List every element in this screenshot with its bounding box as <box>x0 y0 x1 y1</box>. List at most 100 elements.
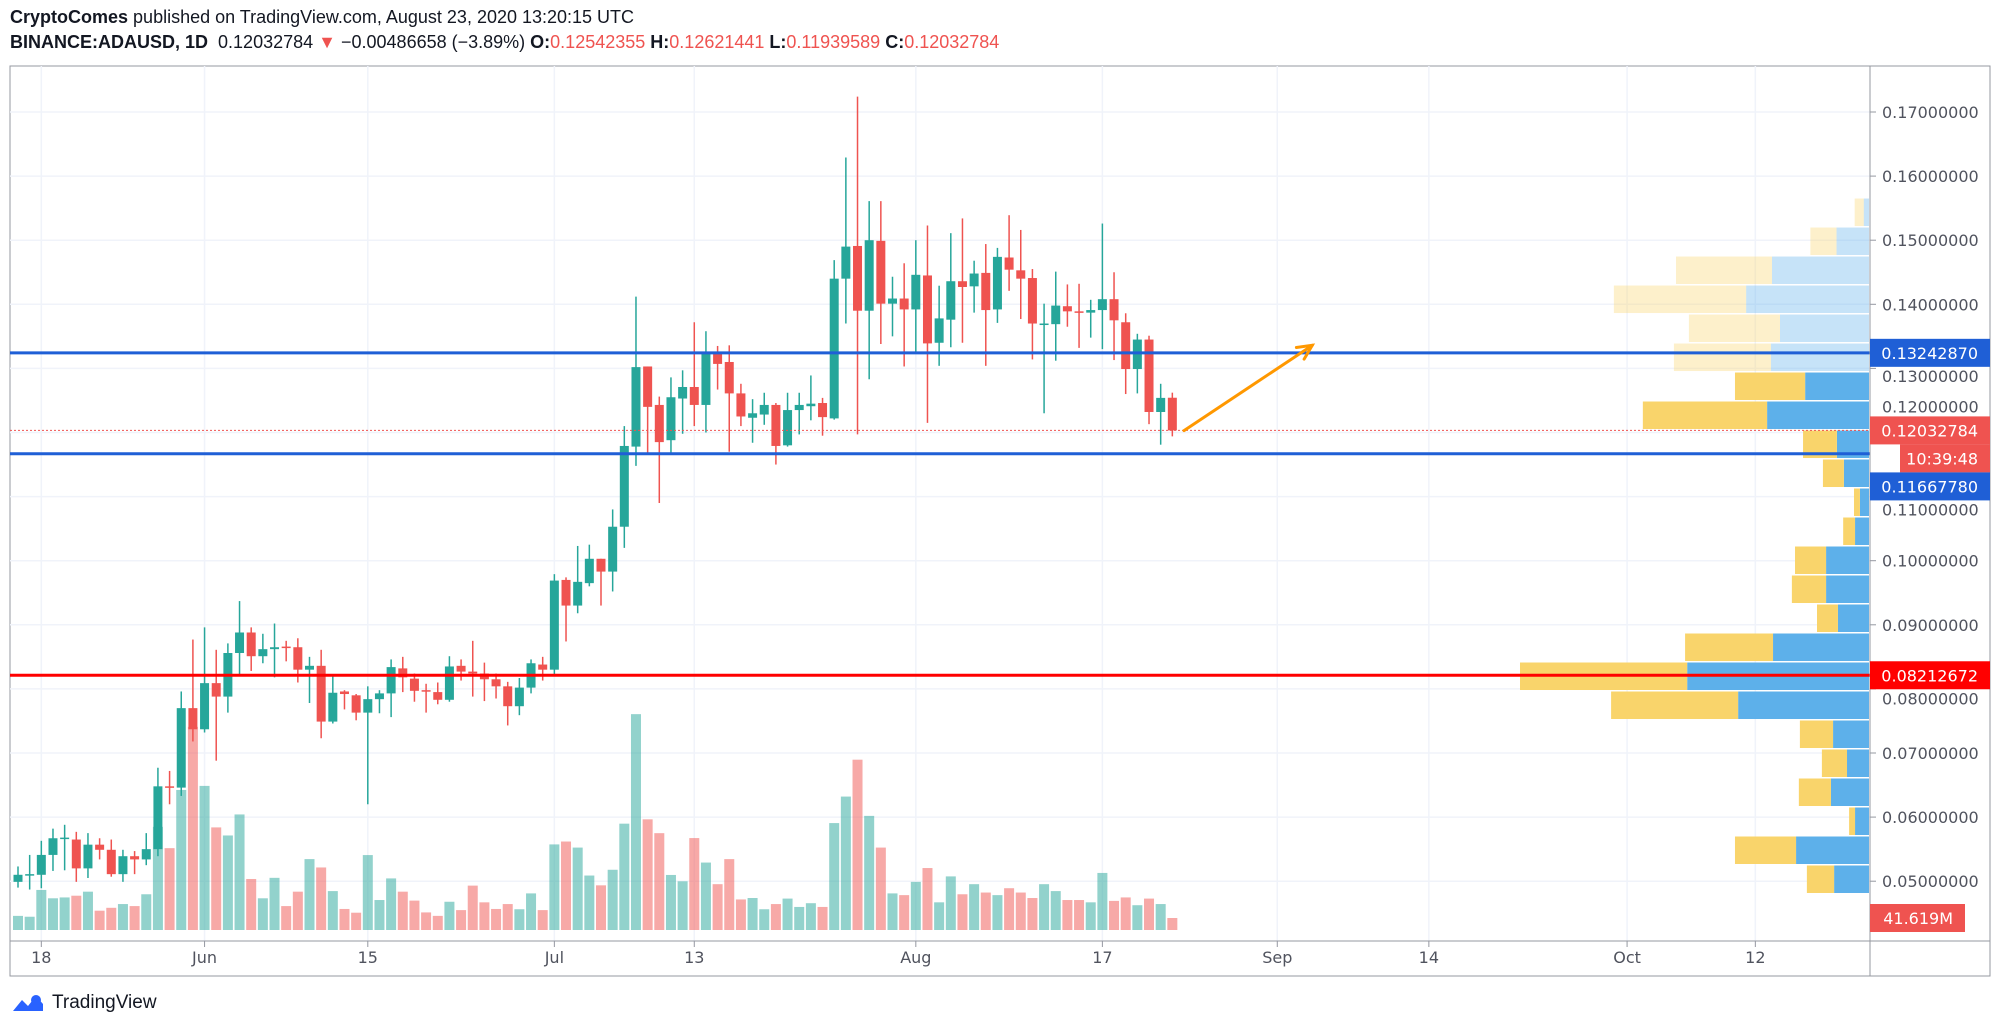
volume-bar <box>316 867 327 930</box>
volume-bar <box>222 835 233 930</box>
volume-profile-up-bar <box>1863 198 1869 227</box>
publish-info: CryptoComes published on TradingView.com… <box>10 7 634 28</box>
author[interactable]: CryptoComes <box>10 7 129 27</box>
candle-body <box>841 246 851 279</box>
volume-bar <box>677 881 688 930</box>
volume-bar <box>735 899 746 930</box>
volume-profile-down-bar <box>1734 372 1806 401</box>
volume-bar <box>630 714 641 930</box>
candle-body <box>853 245 863 311</box>
candle-body <box>806 403 816 407</box>
candle-body <box>748 413 758 418</box>
volume-profile-down-bar <box>1853 488 1860 517</box>
candle-body <box>153 786 163 850</box>
volume-bar <box>141 894 152 930</box>
volume-profile-up-bar <box>1855 807 1869 835</box>
volume-profile-up-bar <box>1805 372 1869 401</box>
candle-body <box>281 646 291 649</box>
candle-body <box>60 837 70 840</box>
price-tick-label: 0.08000000 <box>1882 689 1979 708</box>
price-badges: 0.13242870 0.12032784 10:39:48 0.11667780 0.… <box>1870 338 1990 932</box>
volume-bar <box>94 910 105 930</box>
volume-bar <box>1027 898 1038 930</box>
volume-bar <box>1167 918 1178 930</box>
volume-profile-up-bar <box>1833 720 1869 749</box>
volume-profile-up-bar <box>1767 401 1869 430</box>
candle-body <box>1051 305 1061 325</box>
volume-profile-down-bar <box>1795 546 1827 575</box>
symbol[interactable]: BINANCE:ADAUSD, 1D <box>10 32 209 52</box>
volume-bar <box>467 885 478 930</box>
price-badge <box>1870 416 1990 445</box>
candle-body <box>689 386 699 405</box>
volume-profile-up-bar <box>1746 285 1869 314</box>
volume-profile-up-bar <box>1796 836 1869 864</box>
volume-bar <box>456 910 467 930</box>
candle-body <box>1144 339 1154 412</box>
volume-profile-down-bar <box>1821 749 1848 777</box>
candle-body <box>794 404 804 411</box>
price-badge <box>1870 472 1990 501</box>
volume-profile-up-bar <box>1770 343 1869 372</box>
candle-body <box>421 690 431 692</box>
volume-bar <box>665 874 676 930</box>
volume-bar <box>409 900 420 930</box>
candle-body <box>922 275 932 344</box>
volume-bar <box>747 898 758 930</box>
candle-body <box>701 352 711 405</box>
trend-arrow[interactable] <box>1182 343 1316 433</box>
levels[interactable] <box>10 351 1870 677</box>
volume-bar <box>572 847 583 930</box>
arrow-line <box>1182 343 1314 433</box>
volume-bar <box>1039 884 1050 930</box>
volume-bar <box>82 891 93 930</box>
candle-body <box>596 558 606 572</box>
price-chart[interactable]: 0.05000000 0.06000000 0.07000000 0.08000000… <box>0 0 2000 990</box>
volume-bar <box>1109 900 1120 930</box>
volume-bar <box>887 893 898 930</box>
candle-body <box>444 666 454 700</box>
candle-body <box>818 403 828 418</box>
volume-bar <box>596 885 606 930</box>
candle-body <box>491 679 501 687</box>
price-tick-label: 0.12000000 <box>1882 397 1979 416</box>
volume-bar <box>712 884 723 930</box>
tradingview-logo[interactable]: TradingView <box>10 992 157 1014</box>
candle-body <box>468 671 478 674</box>
candle-body <box>118 856 128 875</box>
volume-bar <box>176 789 187 930</box>
time-axis[interactable]: 18 Jun 15 Jul 13 Aug 17 Sep 14 Oct 12 <box>31 941 1766 967</box>
arrow-head-icon <box>1294 343 1316 361</box>
low-value: 0.11939589 <box>786 32 881 52</box>
candle-body <box>899 298 909 310</box>
price-tick-label: 0.10000000 <box>1882 552 1979 571</box>
volume-bar <box>537 910 548 930</box>
candle-body <box>258 649 268 657</box>
volume-bar <box>584 875 595 930</box>
price-axis[interactable]: 0.05000000 0.06000000 0.07000000 0.08000000… <box>1870 103 1979 891</box>
volume-profile-down-bar <box>1613 285 1747 314</box>
time-tick-label: 18 <box>31 948 51 967</box>
volume-bar <box>864 815 875 930</box>
time-tick-label: 12 <box>1745 948 1765 967</box>
symbol-legend: BINANCE:ADAUSD, 1D 0.12032784 ▼ −0.00486… <box>10 32 999 53</box>
candle-body <box>71 839 81 869</box>
price-tick-label: 0.16000000 <box>1882 167 1979 186</box>
volume-profile <box>1520 198 1869 893</box>
volume-profile-up-bar <box>1834 865 1869 893</box>
price-badge-label: 10:39:48 <box>1906 449 1978 468</box>
volume-bar <box>36 889 47 930</box>
candle-body <box>724 361 734 394</box>
volume-bar <box>199 785 210 930</box>
volume-profile-down-bar <box>1843 517 1856 546</box>
volume-bar <box>945 876 956 930</box>
candle-body <box>1097 299 1107 311</box>
volume-bar <box>724 859 735 930</box>
volume-profile-down-bar <box>1791 575 1827 604</box>
open-label: O: <box>530 32 551 52</box>
volume-bar <box>479 902 490 930</box>
volume-bar <box>59 897 70 930</box>
volume-profile-up-bar <box>1855 517 1869 546</box>
volume-bars <box>13 714 1178 930</box>
volume-bar <box>1155 904 1166 930</box>
